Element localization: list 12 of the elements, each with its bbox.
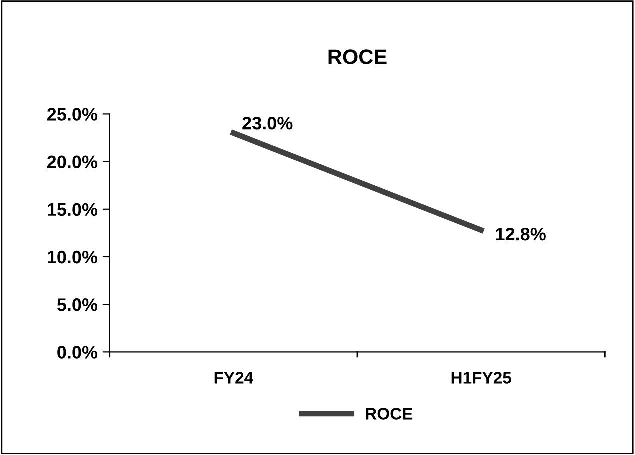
data-label: 12.8% — [496, 228, 546, 241]
y-tick-label: 5.0% — [57, 298, 98, 312]
x-tick-label: FY24 — [214, 372, 254, 384]
y-tick-label: 25.0% — [47, 108, 98, 121]
x-tick-label: H1FY25 — [452, 372, 512, 384]
y-tick-label: 15.0% — [48, 203, 98, 216]
y-tick-label: 0.0% — [58, 346, 98, 359]
chart-title: ROCE — [328, 50, 387, 64]
y-tick-label: 20.0% — [47, 156, 98, 169]
y-tick-label: 10.0% — [48, 250, 98, 264]
data-label: 23.0% — [242, 116, 293, 130]
legend-label: ROCE — [366, 408, 413, 420]
